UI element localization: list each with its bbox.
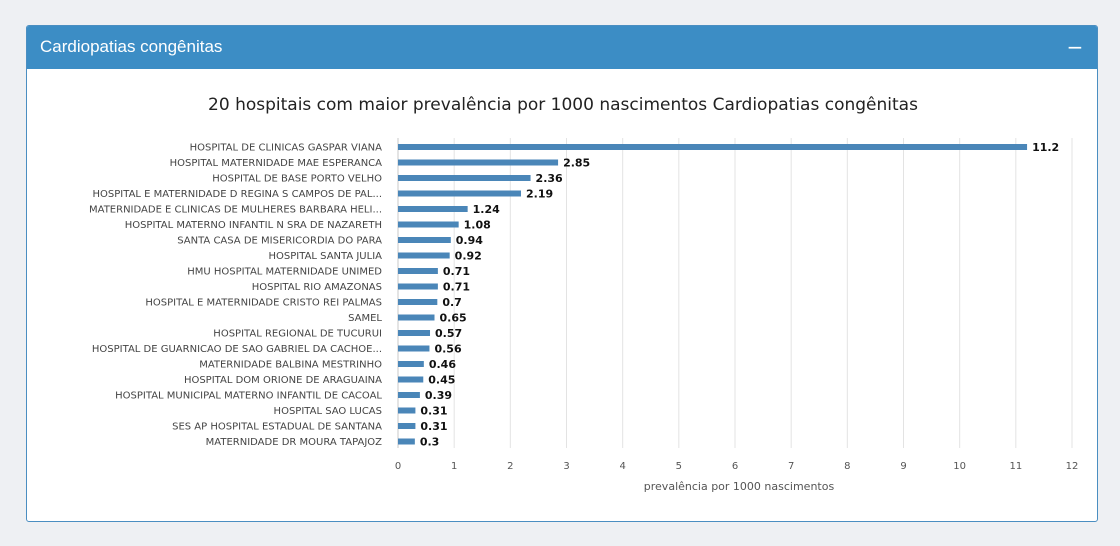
- category-label: HOSPITAL E MATERNIDADE D REGINA S CAMPOS…: [93, 189, 382, 200]
- data-label: 0.31: [420, 405, 447, 418]
- bar[interactable]: [398, 407, 416, 414]
- x-tick-label: 10: [953, 461, 966, 472]
- category-label: HOSPITAL DE CLINICAS GASPAR VIANA: [190, 143, 383, 154]
- data-label: 0.7: [442, 296, 462, 309]
- bar[interactable]: [398, 175, 531, 181]
- bar[interactable]: [398, 299, 438, 305]
- data-label: 2.85: [563, 157, 590, 170]
- category-label: HOSPITAL SAO LUCAS: [274, 406, 382, 417]
- bar[interactable]: [398, 345, 430, 352]
- bar[interactable]: [398, 314, 435, 321]
- x-tick-label: 0: [395, 461, 401, 472]
- data-label: 0.31: [420, 420, 447, 433]
- x-tick-label: 1: [451, 461, 457, 472]
- bar[interactable]: [398, 330, 431, 336]
- data-label: 0.45: [428, 374, 455, 387]
- category-label: HOSPITAL MUNICIPAL MATERNO INFANTIL DE C…: [115, 391, 382, 402]
- category-label: MATERNIDADE DR MOURA TAPAJOZ: [206, 437, 382, 448]
- chart-panel: Cardiopatias congênitas − 20 hospitais c…: [26, 25, 1098, 522]
- bar[interactable]: [398, 392, 420, 398]
- x-tick-label: 2: [507, 461, 513, 472]
- data-label: 11.2: [1032, 141, 1059, 154]
- chart-title: 20 hospitais com maior prevalência por 1…: [208, 95, 918, 115]
- bar[interactable]: [398, 268, 438, 274]
- collapse-button[interactable]: −: [1066, 35, 1084, 59]
- grid-layer: [397, 138, 1073, 448]
- data-label: 0.65: [440, 312, 467, 325]
- bar[interactable]: [398, 438, 415, 445]
- x-tick-label: 12: [1066, 461, 1079, 472]
- category-label: HOSPITAL E MATERNIDADE CRISTO REI PALMAS: [145, 298, 382, 309]
- category-label: HOSPITAL RIO AMAZONAS: [252, 282, 382, 293]
- x-tick-label: 3: [563, 461, 569, 472]
- category-label: MATERNIDADE E CLINICAS DE MULHERES BARBA…: [89, 205, 382, 216]
- data-label: 0.92: [455, 250, 482, 263]
- panel-title: Cardiopatias congênitas: [40, 37, 223, 56]
- bar[interactable]: [398, 159, 559, 166]
- x-tick-label: 5: [676, 461, 682, 472]
- bar[interactable]: [398, 144, 1028, 150]
- category-label: SANTA CASA DE MISERICORDIA DO PARA: [177, 236, 382, 247]
- data-label: 0.3: [420, 436, 440, 449]
- x-tick-label: 4: [619, 461, 625, 472]
- data-label: 0.71: [443, 265, 470, 278]
- data-label: 0.71: [443, 281, 470, 294]
- panel-header: Cardiopatias congênitas −: [27, 26, 1097, 69]
- bar[interactable]: [398, 252, 450, 259]
- data-label: 2.36: [536, 172, 563, 185]
- data-label: 0.57: [435, 327, 462, 340]
- category-label: HOSPITAL SANTA JULIA: [269, 251, 383, 262]
- category-label: HOSPITAL DE GUARNICAO DE SAO GABRIEL DA …: [92, 344, 382, 355]
- category-label: HMU HOSPITAL MATERNIDADE UNIMED: [187, 267, 382, 278]
- bar[interactable]: [398, 283, 438, 290]
- category-label: HOSPITAL MATERNO INFANTIL N SRA DE NAZAR…: [125, 220, 382, 231]
- x-tick-label: 11: [1009, 461, 1022, 472]
- category-label: HOSPITAL DE BASE PORTO VELHO: [212, 174, 382, 185]
- data-label: 1.24: [473, 203, 500, 216]
- data-label: 2.19: [526, 188, 553, 201]
- x-tick-label: 8: [844, 461, 850, 472]
- category-label: HOSPITAL REGIONAL DE TUCURUI: [213, 329, 382, 340]
- data-label: 0.46: [429, 358, 456, 371]
- data-label: 0.56: [434, 343, 461, 356]
- bar-chart: 20 hospitais com maior prevalência por 1…: [89, 95, 1078, 493]
- bars-layer: [398, 144, 1028, 445]
- x-tick-label: 9: [900, 461, 906, 472]
- bar[interactable]: [398, 237, 451, 243]
- bar[interactable]: [398, 190, 522, 197]
- category-label: SAMEL: [348, 313, 382, 324]
- category-label: MATERNIDADE BALBINA MESTRINHO: [199, 360, 382, 371]
- bar[interactable]: [398, 423, 416, 429]
- x-axis-title: prevalência por 1000 nascimentos: [644, 480, 835, 493]
- data-label: 0.39: [425, 389, 452, 402]
- bar[interactable]: [398, 221, 459, 228]
- data-label: 0.94: [456, 234, 483, 247]
- category-label: HOSPITAL MATERNIDADE MAE ESPERANCA: [170, 158, 383, 169]
- bar[interactable]: [398, 376, 424, 383]
- data-label: 1.08: [464, 219, 491, 232]
- bar[interactable]: [398, 206, 468, 212]
- x-tick-label: 6: [732, 461, 738, 472]
- category-label: SES AP HOSPITAL ESTADUAL DE SANTANA: [172, 422, 382, 433]
- category-label: HOSPITAL DOM ORIONE DE ARAGUAINA: [184, 375, 382, 386]
- x-tick-label: 7: [788, 461, 794, 472]
- bar[interactable]: [398, 361, 424, 367]
